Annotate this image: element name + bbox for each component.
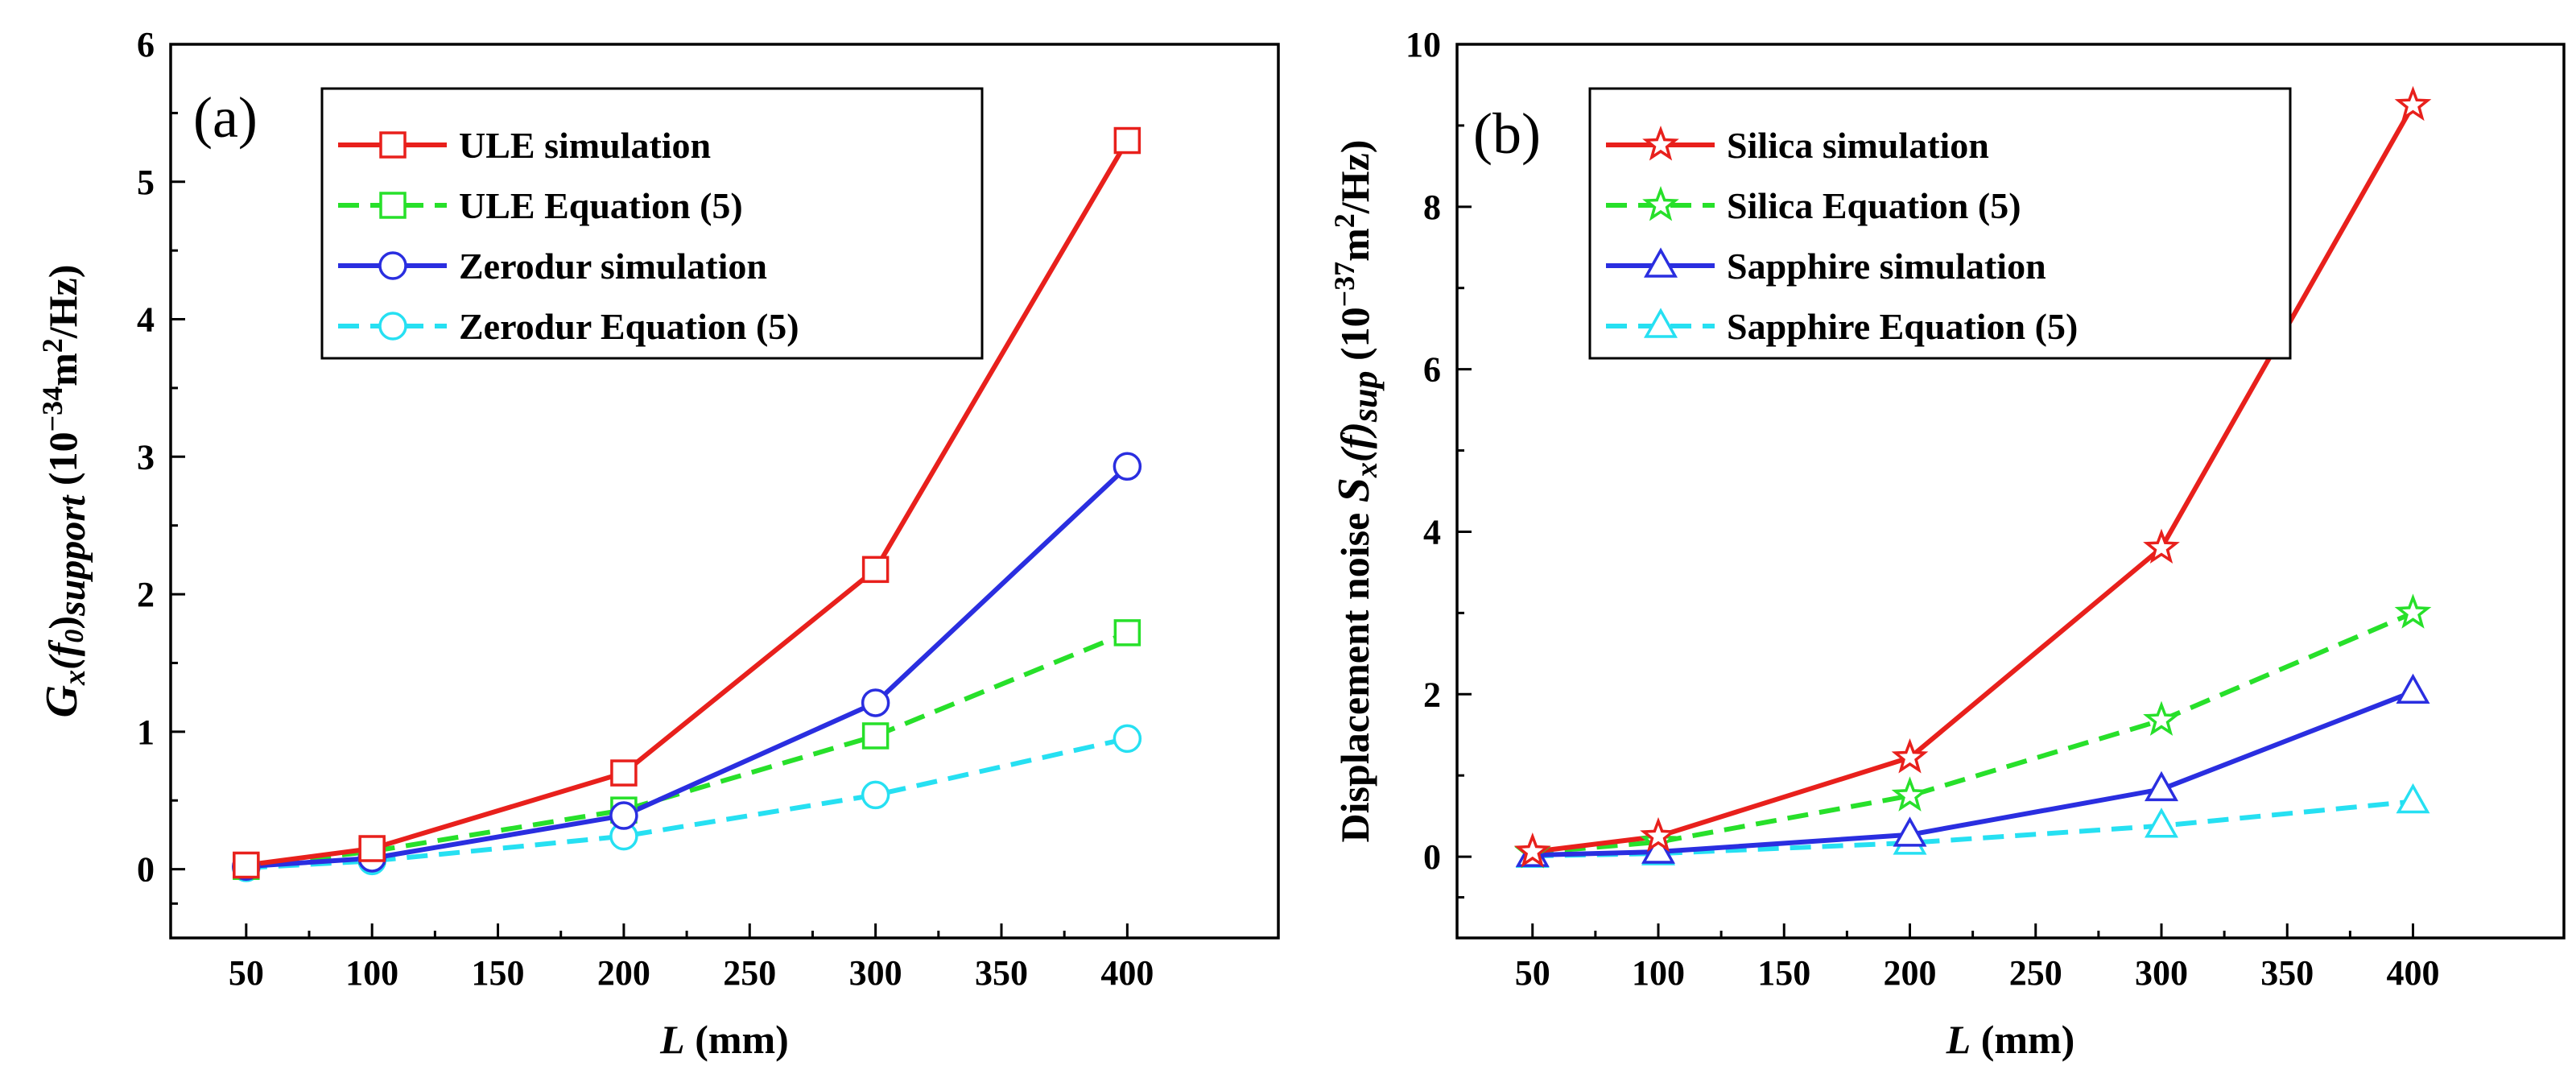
data-point-ule-simulation [358,835,386,862]
legend-marker [378,312,407,341]
series-line-ule-equation-5- [246,630,1129,870]
y-tick-label: 0 [1423,837,1441,877]
y-tick-label: 0 [137,850,155,890]
x-axis-title: L (mm) [659,1017,789,1062]
data-point-silica-simulation [1513,832,1551,868]
data-point-silica-simulation [1891,738,1929,774]
y-tick-label: 8 [1423,188,1441,227]
series-line-silica-equation-5- [1532,610,2414,855]
x-tick-label: 300 [849,953,902,993]
panel-label: (b) [1473,101,1541,166]
x-tick-label: 150 [1757,953,1810,993]
legend-marker [1644,247,1678,278]
y-tick-label: 4 [1423,512,1441,551]
x-tick-label: 350 [2260,953,2314,993]
x-tick-label: 50 [1515,953,1550,993]
x-tick-label: 200 [1884,953,1937,993]
y-tick-label: 6 [137,25,155,64]
x-tick-label: 100 [1632,953,1685,993]
data-point-ule-simulation [861,556,890,584]
data-point-silica-simulation [2394,85,2432,122]
legend-label: ULE Equation (5) [459,185,743,226]
y-axis-title: Displacement noise Sx(f)sup (10−37m2/Hz) [1328,140,1385,843]
data-point-sapphire-simulation [1641,833,1675,864]
x-tick-label: 400 [2387,953,2440,993]
legend-marker [379,131,407,159]
y-tick-label: 4 [137,300,155,340]
legend-label: Zerodur simulation [459,246,767,287]
legend-marker [379,192,407,219]
data-point-silica-simulation [2143,528,2180,564]
legend-label: Silica Equation (5) [1727,185,2021,226]
data-point-zerodur-simulation [1113,452,1142,481]
chart-panel-b: 50 100 150 200 250 300 350 400 0 2 4 6 8 10 L (mm) Disp… [1328,25,2566,1062]
x-tick-label: 300 [2135,953,2188,993]
legend-marker [378,251,407,280]
legend-label: ULE simulation [459,125,711,166]
legend-marker [1642,126,1679,161]
data-point-zerodur-equation-5- [861,780,890,810]
data-point-sapphire-simulation [2145,770,2178,802]
data-point-ule-simulation [233,851,260,879]
legend-label: Silica simulation [1727,125,1989,166]
data-point-sapphire-equation-5- [2145,808,2178,838]
data-point-zerodur-simulation [609,801,638,830]
x-tick-label: 50 [229,953,264,993]
panel-label: (a) [193,85,258,150]
y-tick-label: 1 [137,713,155,752]
x-tick-label: 250 [723,953,776,993]
data-point-silica-simulation [1640,816,1677,853]
y-tick-label: 5 [137,163,155,202]
data-point-zerodur-simulation [861,688,890,717]
y-tick-label: 3 [137,437,155,477]
plot-frame [1455,43,2566,940]
data-point-ule-equation-5- [861,722,890,750]
plot-frame [169,43,1280,940]
data-point-zerodur-equation-5- [1113,724,1142,754]
data-point-ule-simulation [1113,126,1141,155]
data-point-sapphire-equation-5- [2396,783,2430,814]
x-axis-title: L (mm) [1946,1017,2075,1062]
legend-label: Sapphire simulation [1727,246,2046,287]
legend-box [320,87,984,360]
legend-marker [1642,186,1679,221]
x-tick-label: 200 [597,953,650,993]
legend-label: Zerodur Equation (5) [459,306,799,347]
data-point-silica-equation-5- [1891,776,1929,812]
x-tick-label: 250 [2009,953,2062,993]
x-tick-label: 400 [1100,953,1154,993]
legend-label: Sapphire Equation (5) [1727,306,2078,347]
y-tick-label: 10 [1406,25,1441,64]
data-point-sapphire-simulation [2396,673,2430,704]
data-point-ule-equation-5- [1113,619,1141,646]
data-point-sapphire-simulation [1893,816,1927,847]
y-tick-label: 2 [1423,675,1441,714]
y-axis-title: Gx(f0)support (10−34m2/Hz) [36,265,93,718]
x-tick-label: 150 [472,953,525,993]
y-tick-label: 2 [137,575,155,614]
legend-box [1588,87,2292,360]
data-point-ule-simulation [610,759,638,787]
x-tick-label: 100 [345,953,398,993]
data-point-silica-equation-5- [2143,700,2180,736]
legend-marker [1644,308,1678,338]
chart-panel-a: 50 100 150 200 250 300 350 400 0 1 2 3 4 5 6 L (mm) Gx(f… [36,25,1280,1062]
data-point-silica-equation-5- [2394,593,2432,629]
series-line-zerodur-simulation [246,465,1129,870]
x-tick-label: 350 [975,953,1028,993]
y-tick-label: 6 [1423,350,1441,390]
